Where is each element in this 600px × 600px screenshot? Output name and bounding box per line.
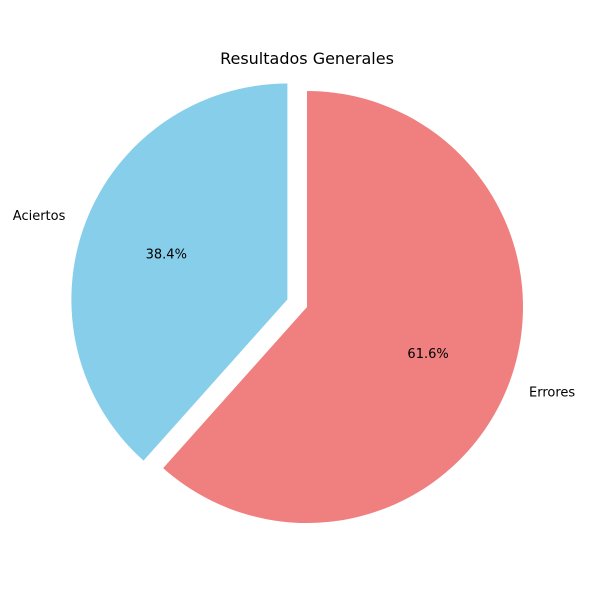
percent-label-aciertos: 38.4% — [146, 247, 187, 262]
slice-label-aciertos: Aciertos — [13, 209, 66, 224]
pie-labels: 38.4% Aciertos 61.6% Errores — [13, 209, 576, 401]
pie-slice-aciertos — [71, 83, 288, 461]
pie-slice-errores — [163, 91, 524, 524]
chart-title: Resultados Generales — [220, 49, 394, 68]
percent-label-errores: 61.6% — [407, 347, 448, 362]
pie-slices — [71, 83, 524, 524]
slice-label-errores: Errores — [529, 386, 575, 401]
